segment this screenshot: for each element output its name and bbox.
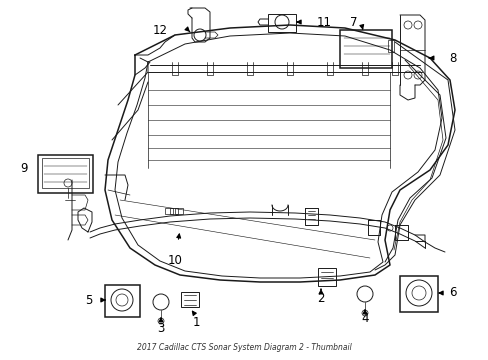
Text: 2: 2: [317, 292, 324, 305]
Bar: [399, 276, 437, 312]
Bar: [38, 155, 93, 193]
Bar: [181, 292, 199, 307]
Bar: [42, 158, 89, 188]
Text: 12: 12: [153, 23, 168, 36]
Bar: [105, 285, 140, 317]
Text: 7: 7: [349, 15, 357, 28]
Text: 5: 5: [84, 293, 92, 306]
Bar: [267, 14, 295, 32]
Text: 1: 1: [192, 316, 199, 329]
Text: 4: 4: [361, 311, 368, 324]
Text: 2017 Cadillac CTS Sonar System Diagram 2 - Thumbnail: 2017 Cadillac CTS Sonar System Diagram 2…: [136, 343, 351, 352]
Bar: [339, 30, 391, 68]
Bar: [175, 208, 183, 214]
Text: 6: 6: [448, 287, 456, 300]
Bar: [164, 208, 173, 214]
Bar: [317, 268, 335, 286]
Text: 11: 11: [316, 15, 331, 28]
Text: 10: 10: [167, 253, 182, 266]
Bar: [170, 208, 178, 214]
Text: 3: 3: [157, 321, 164, 334]
Bar: [387, 40, 393, 52]
Text: 9: 9: [20, 162, 28, 175]
Text: 8: 8: [448, 51, 455, 64]
